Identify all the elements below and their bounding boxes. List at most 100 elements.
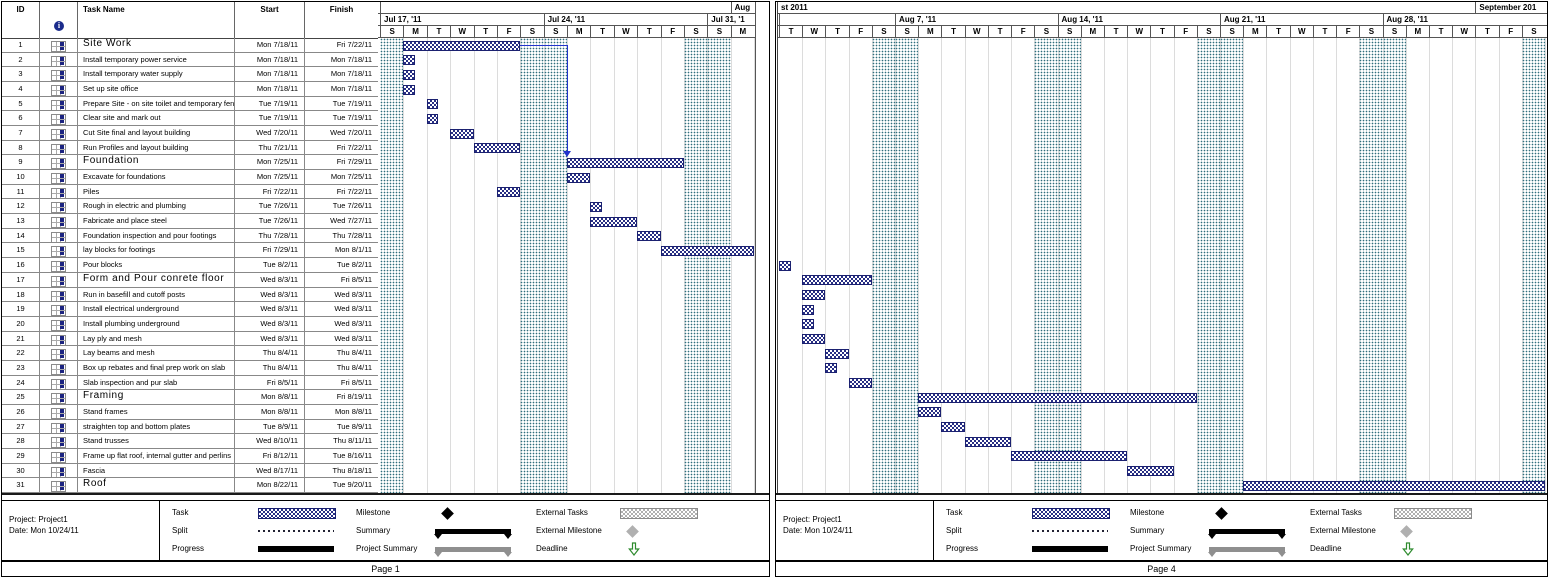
day-gridline — [567, 38, 568, 493]
day-letter: S — [871, 26, 895, 37]
legend-label-external-tasks: External Tasks — [1310, 508, 1362, 517]
task-mode-icon — [51, 407, 66, 419]
task-id-cell: 14 — [2, 228, 40, 244]
day-letter: S — [380, 26, 403, 37]
table-row: 3 Install temporary water supply Mon 7/18/… — [2, 67, 378, 83]
project-summary-shape — [1208, 546, 1286, 557]
legend-external-tasks-swatch — [1394, 506, 1472, 520]
project-name-line: Project: Project1 — [783, 515, 842, 524]
gantt-bar-task-27 — [941, 422, 965, 433]
external-milestone-icon — [1400, 524, 1413, 538]
task-id-cell: 31 — [2, 478, 40, 493]
gantt-bar-task-1 — [403, 40, 521, 51]
day-gridline — [496, 38, 498, 493]
task-finish-cell: Wed 7/20/11 — [305, 126, 378, 141]
legend-progress-swatch — [1032, 542, 1108, 556]
task-indicator-cell — [40, 67, 78, 83]
gantt-bar-task-12 — [590, 201, 603, 212]
task-name-cell: Run in basefill and cutoff posts — [78, 287, 235, 303]
task-indicator-cell — [40, 390, 78, 405]
gantt-bar-task-16 — [779, 260, 791, 271]
task-id-cell: 25 — [2, 390, 40, 405]
task-finish-cell: Tue 8/16/11 — [305, 449, 378, 464]
day-gridline — [964, 38, 966, 493]
gantt-bar-task-25 — [918, 392, 1197, 403]
gantt-bar-task-30 — [1127, 466, 1174, 477]
weekend-shading — [683, 38, 708, 493]
week-band: Jul 17, '11 Jul 24, '11 Jul 31, '1 — [378, 14, 755, 26]
day-letter: W — [1452, 26, 1475, 37]
task-finish-cell: Wed 8/3/11 — [305, 317, 378, 332]
day-letter: M — [567, 26, 590, 37]
weekend-shading — [520, 38, 544, 493]
gantt-bar-task-31 — [1243, 480, 1545, 491]
gantt-plot — [778, 38, 1547, 493]
day-letter: F — [848, 26, 872, 37]
legend-deadline-swatch — [1394, 542, 1414, 556]
task-indicator-cell — [40, 140, 78, 156]
table-row: 23 Box up rebates and final prep work on … — [2, 360, 378, 376]
table-header: ID i Task Name Start Finish — [2, 2, 378, 39]
legend-label-external-milestone: External Milestone — [536, 526, 602, 535]
day-gridline — [1498, 38, 1500, 493]
legend-label-deadline: Deadline — [536, 544, 568, 553]
task-id-cell: 19 — [2, 302, 40, 317]
gantt-bar-task-26 — [918, 407, 942, 418]
task-start-cell: Tue 7/19/11 — [235, 111, 305, 127]
month-label: Aug — [730, 2, 754, 13]
week-label: Aug 14, '11 — [1057, 14, 1220, 25]
legend-milestone-swatch — [1209, 506, 1228, 520]
table-row: 25 Framing Mon 8/8/11 Fri 8/19/11 — [2, 390, 378, 405]
table-row: 7 Cut Site final and layout building Wed 7… — [2, 126, 378, 141]
day-letter: S — [1220, 26, 1243, 37]
task-indicator-cell — [40, 111, 78, 127]
task-start-cell: Tue 7/26/11 — [235, 199, 305, 215]
task-finish-cell: Wed 7/27/11 — [305, 214, 378, 229]
day-gridline — [1011, 38, 1013, 493]
task-start-cell: Wed 7/20/11 — [235, 126, 305, 141]
task-finish-cell: Thu 7/28/11 — [305, 229, 378, 244]
table-row: 15 lay blocks for footings Fri 7/29/11 Mon … — [2, 243, 378, 259]
day-letter: T — [473, 26, 497, 37]
task-indicator-cell — [40, 170, 78, 185]
table-row: 5 Prepare Site - on site toilet and tempo… — [2, 96, 378, 112]
table-row: 14 Foundation inspection and pour footing… — [2, 228, 378, 244]
day-letter: W — [964, 26, 988, 37]
week-label: Jul 24, '11 — [543, 14, 708, 25]
task-name-cell: lay blocks for footings — [78, 243, 235, 259]
legend-external-tasks-swatch — [620, 506, 698, 520]
task-start-cell: Mon 8/8/11 — [235, 390, 305, 405]
task-start-cell: Mon 7/18/11 — [235, 52, 305, 68]
table-row: 6 Clear site and mark out Tue 7/19/11 Tue 7… — [2, 111, 378, 127]
day-letter: F — [1173, 26, 1197, 37]
task-finish-cell: Mon 7/18/11 — [305, 82, 378, 97]
external-tasks-shape — [620, 507, 698, 519]
task-start-cell: Mon 7/25/11 — [235, 155, 305, 171]
task-mode-icon — [51, 349, 66, 360]
task-start-cell: Wed 8/10/11 — [235, 434, 305, 449]
day-letter: S — [1034, 26, 1057, 37]
task-mode-icon — [51, 422, 66, 434]
task-mode-icon — [51, 55, 66, 67]
task-start-cell: Tue 7/19/11 — [235, 96, 305, 112]
day-gridline — [450, 38, 452, 493]
day-letter: M — [1080, 26, 1104, 37]
task-start-cell: Tue 8/2/11 — [235, 258, 305, 273]
task-table: ID i Task Name Start Finish 1 Site Work Mo… — [2, 2, 379, 493]
day-letter: M — [1405, 26, 1429, 37]
progress-shape — [258, 546, 334, 552]
task-mode-icon — [51, 437, 66, 448]
task-id-cell: 16 — [2, 258, 40, 273]
project-info: Project: Project1 Date: Mon 10/24/11 — [2, 501, 160, 561]
legend-label-milestone: Milestone — [356, 508, 391, 517]
day-letter: F — [1336, 26, 1359, 37]
gantt-bar-task-17 — [802, 275, 872, 286]
task-id-cell: 26 — [2, 404, 40, 420]
task-start-cell: Mon 7/18/11 — [235, 67, 305, 83]
legend-split-swatch — [258, 524, 334, 538]
task-finish-cell: Thu 8/18/11 — [305, 464, 378, 479]
task-start-cell: Thu 7/21/11 — [235, 140, 305, 156]
task-mode-icon — [51, 305, 66, 316]
legend-label-project-summary: Project Summary — [1130, 544, 1192, 553]
legend-label-split: Split — [172, 526, 188, 535]
